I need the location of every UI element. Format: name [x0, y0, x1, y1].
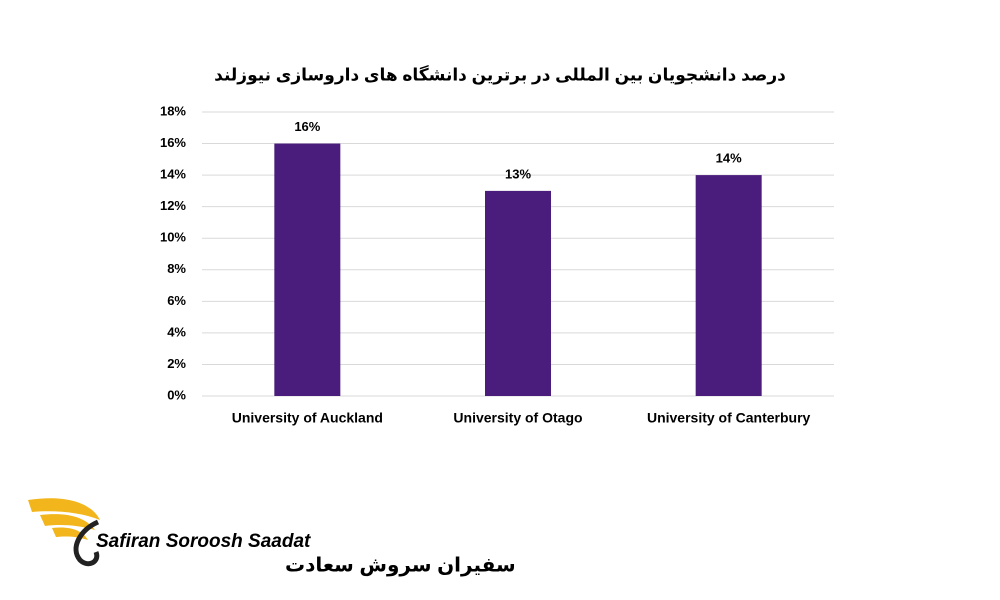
y-tick-label: 2% — [167, 356, 186, 371]
x-tick-label: University of Auckland — [232, 410, 383, 426]
data-label: 13% — [505, 166, 531, 181]
logo-wing — [28, 498, 100, 540]
logo: Safiran Soroosh Saadat سفیران سروش سعادت — [28, 498, 516, 576]
y-tick-label: 4% — [167, 324, 186, 339]
y-tick-label: 10% — [160, 230, 186, 245]
data-label: 14% — [716, 151, 742, 166]
y-tick-label: 14% — [160, 167, 186, 182]
chart-title: درصد دانشجویان بین المللی در برترین دانش… — [214, 64, 786, 85]
y-tick-label: 16% — [160, 135, 186, 150]
logo-name-en: Safiran Soroosh Saadat — [96, 531, 311, 552]
y-tick-label: 8% — [167, 261, 186, 276]
bar — [274, 143, 341, 396]
data-label: 16% — [294, 119, 320, 134]
bar — [695, 175, 762, 396]
bar — [485, 190, 551, 396]
x-tick-label: University of Otago — [453, 410, 582, 426]
logo-name-fa: سفیران سروش سعادت — [285, 554, 516, 576]
y-tick-label: 12% — [160, 198, 186, 213]
logo-swan — [73, 519, 100, 567]
x-tick-label: University of Canterbury — [647, 410, 811, 426]
y-tick-label: 0% — [167, 387, 186, 402]
y-tick-label: 6% — [167, 293, 186, 308]
y-tick-label: 18% — [160, 103, 186, 118]
